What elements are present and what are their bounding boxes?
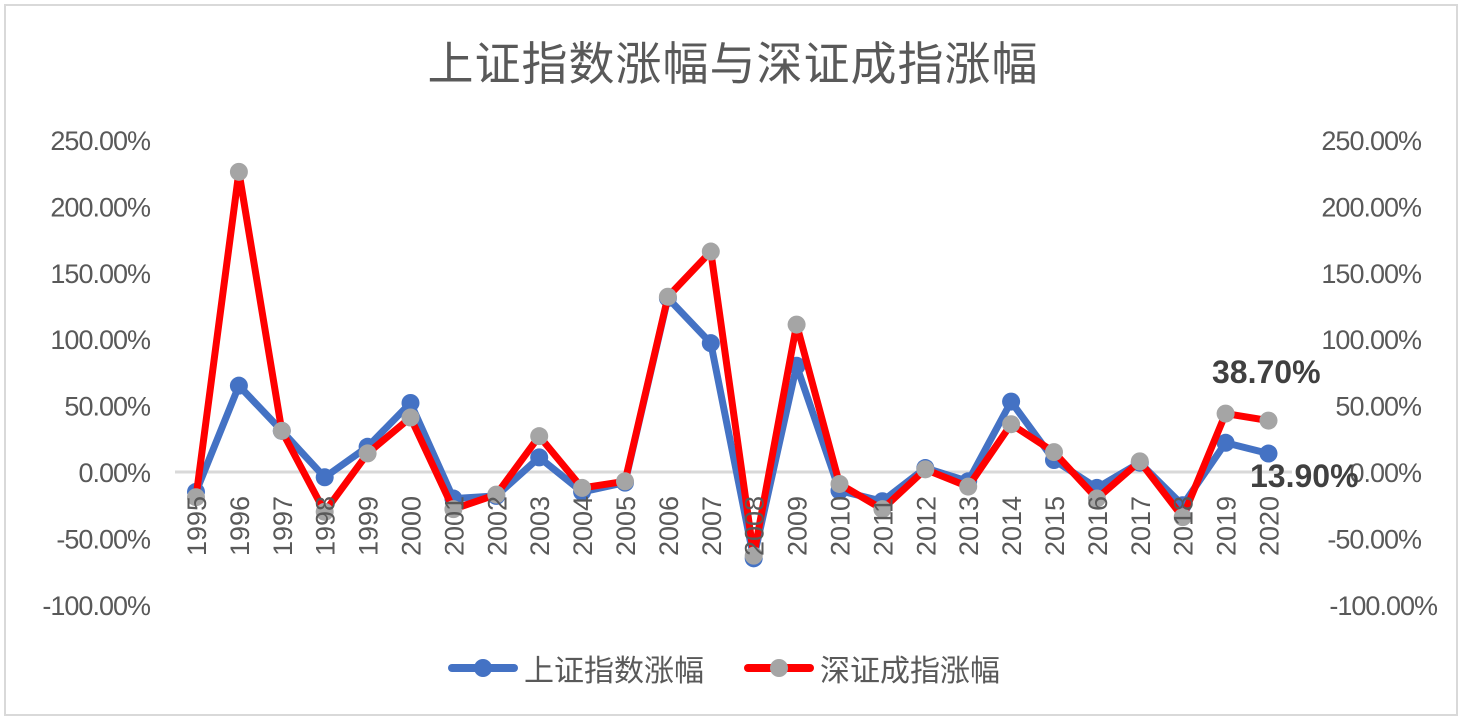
data-point-marker [1216, 433, 1235, 452]
x-axis-tick-label: 2012 [911, 496, 941, 556]
left-axis-tick-label: 150.00% [50, 259, 151, 289]
data-point-marker [1002, 415, 1021, 434]
x-axis-tick-label: 2020 [1255, 496, 1285, 556]
data-point-marker [229, 162, 248, 181]
x-axis-tick-label: 2008 [740, 496, 770, 556]
legend-label: 上证指数涨幅 [524, 655, 704, 688]
legend-label: 深证成指涨幅 [820, 655, 1000, 688]
data-point-marker [187, 488, 205, 507]
data-point-marker [272, 421, 291, 440]
chart-legend: 上证指数涨幅 深证成指涨幅 [448, 648, 1000, 688]
x-axis-tick-label: 2005 [611, 496, 641, 556]
series-shenzhen-component [187, 162, 1278, 565]
data-point-marker [1173, 508, 1192, 527]
x-axis-tick-label: 2004 [568, 496, 598, 556]
legend-item-shenzhen[interactable]: 深证成指涨幅 [744, 646, 1000, 690]
left-y-axis: 250.00% 200.00% 150.00% 100.00% 50.00% 0.00% -… [42, 126, 152, 621]
left-axis-tick-label: 250.00% [50, 126, 151, 156]
x-axis-tick-label: 2002 [482, 496, 512, 556]
data-point-marker [959, 477, 978, 496]
right-y-axis: 250.00% 200.00% 150.00% 100.00% 50.00% 0.00% -… [1321, 126, 1439, 621]
x-axis-tick-label: 2007 [697, 496, 727, 556]
data-point-marker [1216, 404, 1235, 423]
data-point-marker [916, 460, 935, 479]
x-axis-tick-label: 2015 [1040, 496, 1070, 556]
x-axis-tick-label: 1995 [182, 496, 212, 556]
legend-item-shanghai[interactable]: 上证指数涨幅 [448, 646, 704, 690]
chart-frame [4, 4, 1458, 716]
data-label-shanghai-2020: 13.90% [1250, 458, 1359, 494]
data-point-marker [1259, 411, 1278, 430]
data-point-marker [658, 287, 677, 306]
x-axis-tick-label: 1996 [225, 496, 255, 556]
right-axis-tick-label: 250.00% [1321, 126, 1422, 156]
data-label-shenzhen-2020: 38.70% [1212, 354, 1321, 390]
data-point-marker [315, 468, 334, 487]
chart-title: 上证指数涨幅与深证成指涨幅 [427, 38, 1039, 90]
line-marker-icon [744, 653, 814, 683]
data-point-marker [1045, 443, 1063, 462]
left-axis-tick-label: -100.00% [42, 591, 151, 621]
left-axis-tick-label: -50.00% [56, 524, 151, 554]
left-axis-tick-label: 0.00% [78, 458, 151, 488]
data-point-marker [701, 242, 720, 261]
data-point-marker [401, 393, 420, 412]
x-axis-tick-label: 2018 [1169, 496, 1199, 556]
data-point-marker [873, 500, 892, 519]
x-axis-tick-label: 2006 [654, 496, 684, 556]
right-axis-tick-label: 0.00% [1349, 458, 1422, 488]
x-axis-tick-label: 2014 [997, 496, 1027, 556]
data-point-marker [229, 376, 248, 395]
left-axis-tick-label: 100.00% [50, 325, 151, 355]
data-point-marker [616, 472, 634, 491]
x-axis-tick-label: 2003 [525, 496, 555, 556]
x-axis-tick-label: 2001 [439, 496, 469, 556]
x-axis-tick-label: 2019 [1212, 496, 1242, 556]
right-axis-tick-label: 50.00% [1335, 392, 1422, 422]
data-point-marker [744, 546, 763, 565]
x-axis-tick-label: 1998 [311, 496, 341, 556]
x-axis-tick-label: 2011 [868, 498, 898, 556]
data-point-marker [487, 485, 506, 504]
x-axis-tick-label: 2009 [783, 496, 813, 556]
right-axis-tick-label: 200.00% [1321, 192, 1422, 222]
data-point-marker [1087, 489, 1106, 508]
x-axis-tick-label: 2013 [954, 496, 984, 556]
left-axis-tick-label: 50.00% [64, 392, 151, 422]
right-axis-tick-label: -50.00% [1327, 524, 1422, 554]
data-point-marker [787, 315, 806, 334]
data-point-marker [701, 334, 720, 353]
data-point-marker [315, 502, 334, 521]
data-point-marker [530, 448, 549, 467]
right-axis-tick-label: -100.00% [1329, 591, 1438, 621]
data-point-marker [573, 478, 592, 497]
data-point-marker [358, 444, 377, 463]
data-point-marker [830, 474, 849, 493]
right-axis-tick-label: 150.00% [1321, 259, 1422, 289]
x-axis: 1995 1996 1997 1998 1999 2000 2001 2002 2003 2004… [182, 496, 1285, 556]
data-point-marker [1002, 392, 1021, 411]
data-point-marker [530, 427, 549, 446]
x-axis-tick-label: 2000 [397, 496, 427, 556]
line-marker-icon [448, 653, 518, 683]
data-point-marker [1259, 444, 1278, 463]
x-axis-tick-label: 2016 [1083, 496, 1113, 556]
x-axis-tick-label: 2017 [1126, 496, 1156, 556]
x-axis-tick-label: 2010 [826, 496, 856, 556]
data-point-marker [1130, 452, 1149, 471]
data-point-marker [444, 500, 463, 519]
right-axis-tick-label: 100.00% [1321, 325, 1422, 355]
x-axis-tick-label: 1999 [354, 496, 384, 556]
x-axis-tick-label: 1997 [268, 496, 298, 556]
left-axis-tick-label: 200.00% [50, 192, 151, 222]
data-point-marker [401, 408, 420, 427]
